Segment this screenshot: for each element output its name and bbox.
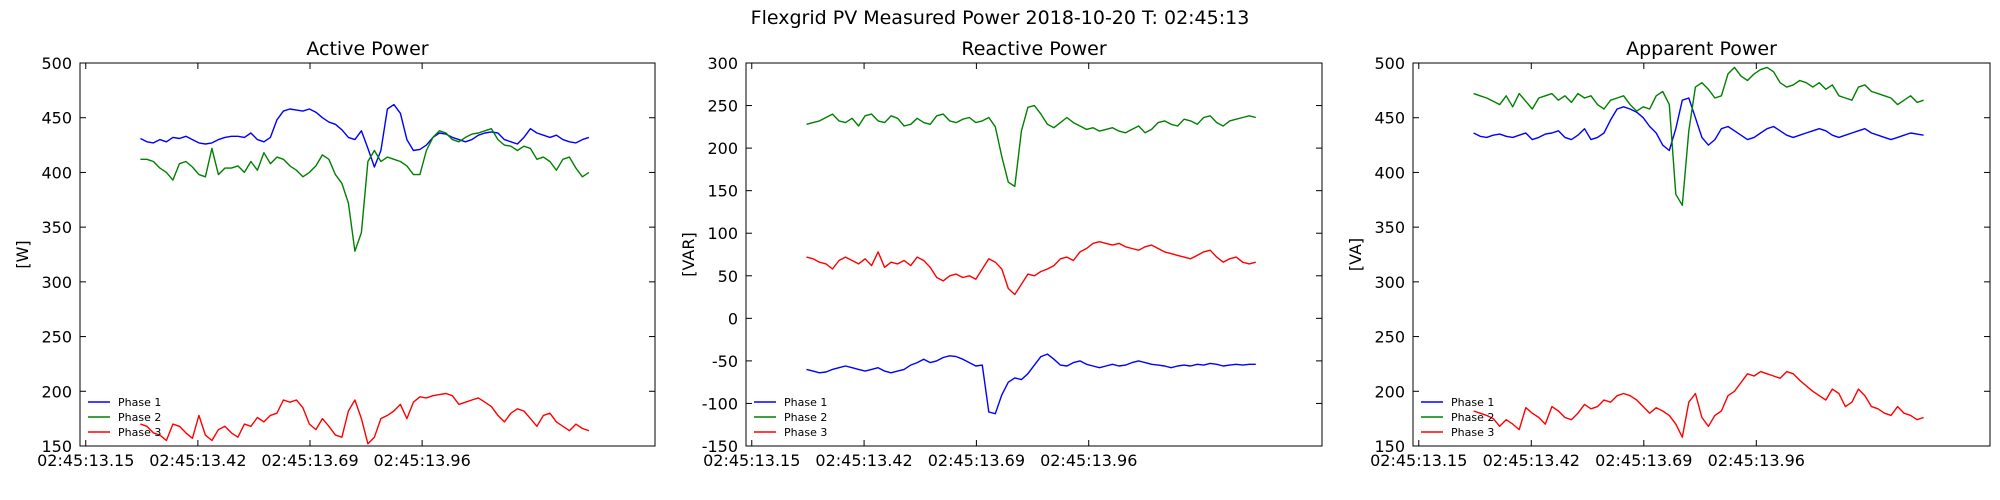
x-tick-label: 02:45:13.42 (815, 451, 912, 470)
legend-label: Phase 1 (1451, 396, 1494, 409)
x-tick-label: 02:45:13.96 (1708, 451, 1805, 470)
x-tick-label: 02:45:13.15 (1370, 451, 1467, 470)
chart-panels: Active Power[W]1502002503003504004505000… (13, 38, 1991, 470)
y-tick-label: 300 (1374, 273, 1405, 292)
series-line-phase-3 (1473, 370, 1924, 438)
series-line-phase-3 (140, 392, 590, 445)
y-tick-label: 400 (41, 163, 72, 182)
x-tick-label: 02:45:13.42 (1483, 451, 1580, 470)
chart-title: Active Power (306, 38, 428, 60)
y-tick-label: 150 (41, 437, 72, 456)
legend-label: Phase 3 (1451, 426, 1494, 439)
legend-label: Phase 1 (784, 396, 827, 409)
legend-label: Phase 1 (118, 396, 161, 409)
axes-frame (745, 62, 1323, 447)
y-tick-label: 500 (1374, 54, 1405, 73)
chart-panel-3: Apparent Power [VA] 150 200 250 300 350 400 450 5… (1346, 38, 1991, 470)
axes-frame (1412, 62, 1991, 447)
x-tick-label: 02:45:13.69 (928, 451, 1025, 470)
y-tick-label: 150 (1374, 437, 1405, 456)
series-line-phase-1 (140, 103, 590, 168)
y-tick-label: 450 (41, 109, 72, 128)
chart-panel-1: Active Power [W] 150 200 250 300 350 400 450 500 0… (13, 38, 656, 470)
y-tick-label: -150 (702, 437, 738, 456)
x-tick-label: 02:45:13.96 (1040, 451, 1137, 470)
figure-title: Flexgrid PV Measured Power 2018-10-20 T:… (751, 7, 1250, 29)
series-line-phase-2 (1473, 66, 1924, 207)
y-tick-label: -50 (712, 352, 738, 371)
legend-label: Phase 2 (1451, 411, 1494, 424)
x-tick-label: 02:45:13.15 (703, 451, 800, 470)
y-tick-label: 250 (41, 328, 72, 347)
legend-label: Phase 3 (118, 426, 161, 439)
y-tick-label: 100 (707, 224, 738, 243)
chart-title: Apparent Power (1626, 38, 1777, 60)
y-axis-label: [VAR] (679, 232, 698, 276)
chart-panel-2: Reactive Power [VAR] -150 -100 -50 0 50 100 150 2… (679, 38, 1323, 470)
y-tick-label: 350 (41, 218, 72, 237)
legend: Phase 1 Phase 2 Phase 3 (88, 396, 161, 439)
x-tick-label: 02:45:13.69 (1595, 451, 1692, 470)
series-line-phase-2 (140, 127, 590, 252)
y-tick-label: 300 (707, 54, 738, 73)
series-line-phase-3 (806, 240, 1256, 296)
y-tick-label: -100 (702, 394, 738, 413)
y-tick-label: 250 (707, 97, 738, 116)
y-tick-label: 200 (1374, 382, 1405, 401)
series-line-phase-1 (806, 353, 1256, 415)
y-tick-label: 400 (1374, 163, 1405, 182)
y-tick-label: 350 (1374, 218, 1405, 237)
legend-label: Phase 2 (118, 411, 161, 424)
legend-label: Phase 2 (784, 411, 827, 424)
y-tick-label: 500 (41, 54, 72, 73)
y-tick-label: 150 (707, 182, 738, 201)
x-tick-label: 02:45:13.15 (37, 451, 134, 470)
y-tick-label: 0 (728, 309, 738, 328)
series-line-phase-2 (806, 104, 1256, 188)
x-tick-label: 02:45:13.69 (261, 451, 358, 470)
y-tick-label: 450 (1374, 109, 1405, 128)
legend: Phase 1 Phase 2 Phase 3 (754, 396, 827, 439)
y-tick-label: 50 (718, 267, 738, 286)
y-tick-label: 200 (41, 382, 72, 401)
x-tick-label: 02:45:13.96 (373, 451, 470, 470)
y-axis-label: [VA] (1346, 238, 1365, 271)
y-tick-label: 200 (707, 139, 738, 158)
legend-label: Phase 3 (784, 426, 827, 439)
x-tick-label: 02:45:13.42 (149, 451, 246, 470)
axes-frame (79, 62, 656, 447)
legend: Phase 1 Phase 2 Phase 3 (1421, 396, 1494, 439)
y-axis-label: [W] (13, 240, 32, 268)
series-line-phase-1 (1473, 97, 1924, 152)
chart-title: Reactive Power (961, 38, 1106, 60)
y-tick-label: 300 (41, 273, 72, 292)
y-tick-label: 250 (1374, 328, 1405, 347)
